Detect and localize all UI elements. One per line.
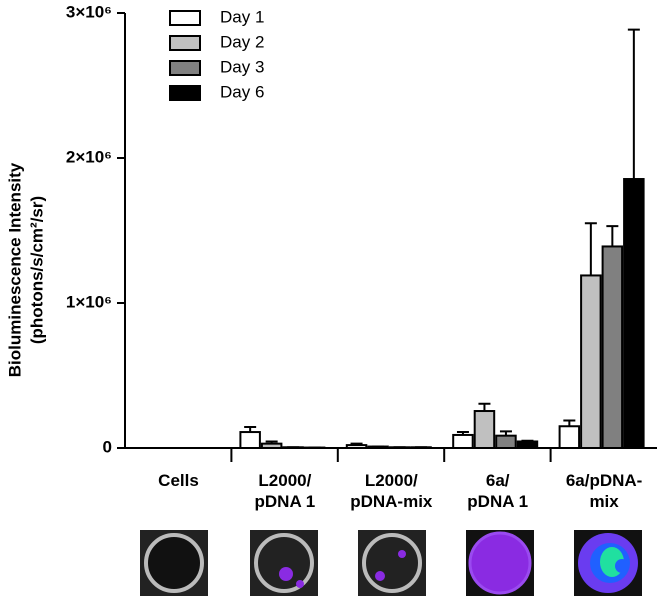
x-tick-label: L2000/ pDNA-mix — [350, 471, 433, 511]
x-tick-label: 6a/pDNA- mix — [565, 471, 643, 511]
y-tick-label: 3×10⁶ — [66, 2, 112, 21]
bar — [345, 444, 368, 450]
well — [144, 533, 204, 593]
bar — [367, 445, 389, 449]
legend-swatch — [169, 35, 201, 51]
bar — [580, 274, 602, 450]
error-bar — [606, 225, 619, 247]
error-bar — [627, 28, 640, 180]
legend-swatch — [169, 60, 201, 76]
signal — [375, 571, 385, 581]
bar — [558, 425, 581, 449]
bar — [601, 245, 624, 449]
signal — [279, 567, 293, 581]
y-tick-label: 2×10⁶ — [66, 147, 112, 166]
x-tick-label: 6a/ pDNA 1 — [467, 471, 529, 511]
signal — [296, 580, 304, 588]
y-tick-label: 1×10⁶ — [66, 292, 112, 311]
bar — [410, 446, 432, 449]
signal — [398, 550, 406, 558]
well-images — [140, 530, 642, 596]
bar — [473, 410, 496, 449]
signal — [615, 559, 629, 573]
bar — [452, 433, 474, 450]
legend-label: Day 2 — [220, 32, 264, 51]
error-bar — [584, 222, 597, 276]
bar — [239, 431, 261, 449]
well — [362, 533, 422, 593]
legend-label: Day 1 — [220, 7, 264, 26]
x-tick-label: Cells — [158, 471, 199, 490]
error-bar — [478, 402, 491, 412]
well — [468, 531, 532, 595]
y-axis-label: Bioluminescence Intensity — [5, 162, 24, 377]
bar — [623, 178, 645, 449]
bar — [260, 442, 283, 449]
y-tick-label: 0 — [103, 437, 112, 456]
x-tick-label: L2000/ pDNA 1 — [254, 471, 316, 511]
bar — [516, 440, 539, 450]
bar — [282, 446, 304, 449]
legend-label: Day 6 — [220, 82, 264, 101]
well — [254, 533, 314, 593]
y-axis-label: (photons/s/cm²/sr) — [27, 196, 46, 344]
legend-swatch — [169, 85, 201, 101]
legend-swatch — [169, 10, 201, 26]
legend-label: Day 3 — [220, 57, 264, 76]
bar — [495, 434, 517, 449]
bar — [388, 446, 411, 449]
